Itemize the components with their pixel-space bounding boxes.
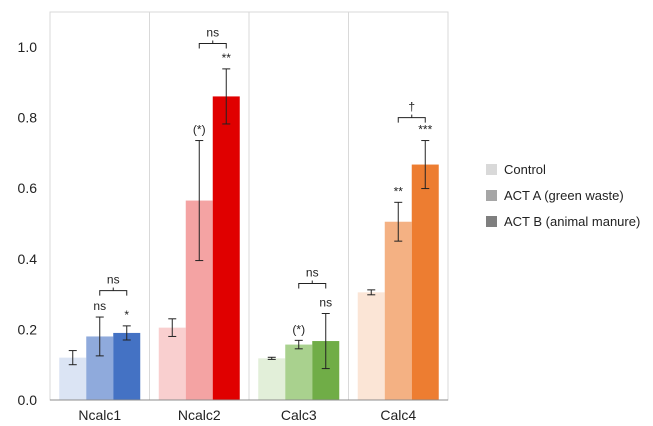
legend: Control ACT A (green waste) ACT B (anima…	[486, 160, 653, 238]
significance-label: ns	[93, 299, 106, 313]
y-tick-label: 0.8	[18, 110, 38, 126]
y-tick-label: 0.2	[18, 321, 38, 337]
axes	[49, 11, 449, 401]
significance-label: **	[394, 184, 404, 198]
x-category-label: Calc4	[380, 407, 416, 423]
legend-label-act-a: ACT A (green waste)	[504, 187, 624, 203]
comparison-label: ns	[107, 273, 120, 287]
y-tick-label: 1.0	[18, 39, 38, 55]
x-category-label: Ncalc1	[78, 407, 121, 423]
bar	[258, 358, 286, 400]
legend-item-act-a: ACT A (green waste)	[486, 186, 653, 204]
significance-label: **	[222, 51, 232, 65]
significance-label: ns	[319, 296, 332, 310]
bar	[285, 344, 313, 400]
x-category-label: Ncalc2	[178, 407, 221, 423]
bar	[158, 327, 186, 400]
bar	[357, 292, 385, 400]
significance-label: (*)	[292, 322, 305, 336]
legend-label-act-b: ACT B (animal manure)	[504, 213, 641, 229]
bar	[212, 96, 240, 401]
legend-label-control: Control	[504, 161, 546, 177]
comparison-label: †	[408, 100, 415, 114]
legend-swatch-control	[486, 163, 497, 175]
legend-item-act-b: ACT B (animal manure)	[486, 212, 653, 230]
legend-swatch-act-a	[486, 189, 497, 201]
legend-item-control: Control	[486, 160, 653, 178]
y-tick-label: 0.4	[18, 251, 38, 267]
labels: 0.0 0.2 0.4 0.6 0.8 1.0 Ncalc1 Ncalc2 Calc3 Calc4…	[18, 25, 433, 423]
error-bars	[68, 40, 430, 370]
bars	[59, 96, 439, 401]
significance-label: (*)	[193, 123, 206, 137]
comparison-bracket	[99, 290, 128, 296]
y-tick-label: 0.6	[18, 180, 38, 196]
significance-label: *	[124, 308, 129, 322]
comparison-bracket	[298, 283, 327, 289]
category-separators	[149, 12, 349, 400]
bar	[113, 332, 141, 400]
comparison-label: ns	[306, 266, 319, 280]
significance-label: ***	[418, 123, 432, 137]
comparison-bracket	[198, 42, 227, 49]
bar	[384, 221, 412, 400]
x-category-label: Calc3	[281, 407, 317, 423]
comparison-label: ns	[206, 25, 219, 39]
bar	[411, 164, 439, 400]
legend-swatch-act-b	[486, 215, 497, 227]
y-tick-label: 0.0	[18, 392, 38, 408]
